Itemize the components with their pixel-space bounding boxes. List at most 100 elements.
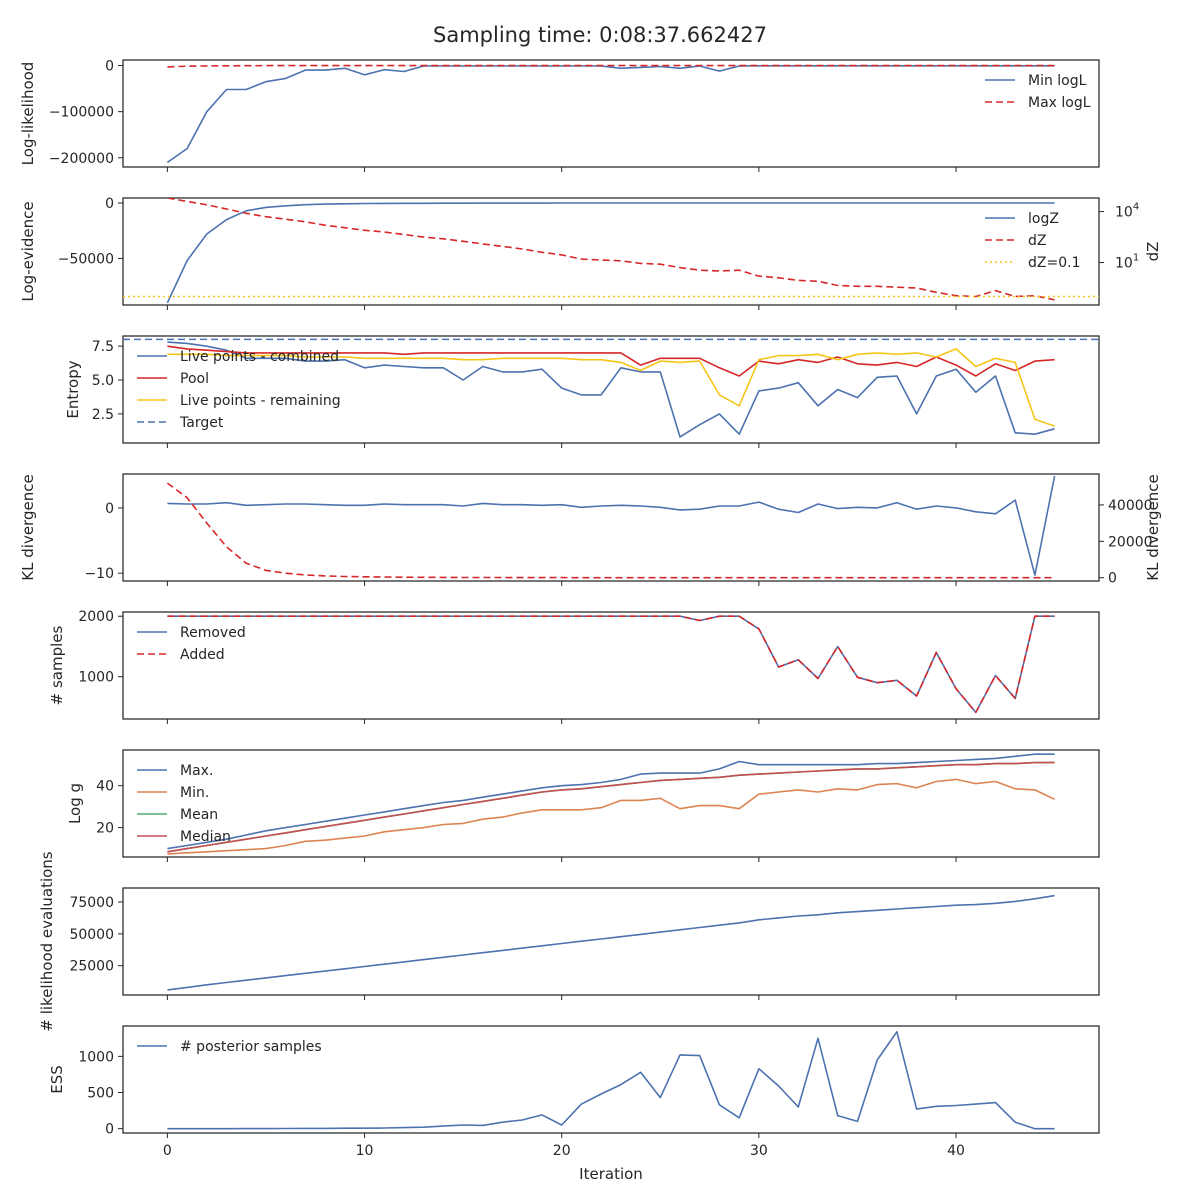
y-tick-label: 7.5 (92, 339, 114, 355)
series-line (167, 348, 1055, 427)
panel-7: 75000 50000 25000 # likelihood evaluations (38, 851, 1100, 1032)
legend-label: Target (179, 415, 224, 431)
legend-label: Mean (180, 807, 218, 823)
y-tick-label: 75000 (69, 895, 114, 911)
series-line (167, 761, 1055, 853)
legend-label: Live points - combined (180, 349, 339, 365)
x-tick-label: 30 (750, 1143, 768, 1159)
plot-frame (122, 197, 1100, 306)
plot-area (123, 198, 1099, 304)
y-tick-label: −100000 (49, 105, 114, 121)
legend-label: Added (180, 647, 225, 663)
y-axis-label: KL divergence (19, 474, 37, 580)
plot-frame (122, 473, 1100, 582)
legend-label: Min. (180, 785, 209, 801)
panel-5: 2000 1000 # samples Removed Added (48, 609, 1100, 724)
y-tick-label: 500 (87, 1086, 114, 1102)
series-line (167, 615, 1055, 714)
y-axis-label: Log-likelihood (19, 62, 37, 166)
y-axis-label: Log g (66, 783, 84, 824)
y-axis-label: ESS (48, 1065, 66, 1094)
y2-tick-label: 0 (1108, 571, 1117, 587)
series-line (167, 341, 1055, 438)
plot-area (167, 894, 1055, 991)
legend-label: Pool (180, 371, 209, 387)
panel-2: 0 −50000 Log-evidence 104 101 dZ logZ dZ dZ=0.1 (19, 196, 1162, 310)
legend: logZ dZ dZ=0.1 (985, 211, 1080, 271)
y-axis-label: Entropy (64, 360, 82, 418)
y-tick-label: 0 (105, 501, 114, 517)
plot-frame (122, 335, 1100, 444)
panel-6: 40 20 Log g Max. Min. Mean Median (66, 749, 1100, 862)
legend-label: dZ (1028, 233, 1046, 249)
plot-frame (122, 1025, 1100, 1134)
x-tick-label: 10 (356, 1143, 374, 1159)
plot-area (166, 64, 1055, 164)
series-line (166, 65, 1055, 164)
plot-frame (122, 749, 1100, 858)
y-axis-label: # samples (48, 625, 66, 705)
legend-label: Median (180, 829, 231, 845)
legend-label: Max logL (1028, 95, 1091, 111)
y-tick-label: 50000 (69, 927, 114, 943)
panel-8: 0 10 20 30 40 1000 500 0 ESS # posterior samples (48, 1025, 1100, 1159)
legend: Removed Added (137, 625, 246, 663)
y-tick-label: −200000 (49, 151, 114, 167)
legend: Live points - combined Pool Live points - … (137, 349, 341, 431)
y-tick-label: 0 (105, 196, 114, 212)
x-tick-label: 0 (163, 1143, 172, 1159)
series-line (167, 753, 1055, 850)
y-tick-label: 5.0 (92, 373, 114, 389)
y-tick-label: 1000 (78, 1049, 114, 1065)
legend: # posterior samples (137, 1039, 322, 1055)
plot-area (167, 615, 1055, 714)
legend-label: Max. (180, 763, 213, 779)
y2-axis-label: dZ (1144, 242, 1162, 262)
legend-label: Min logL (1028, 73, 1087, 89)
series-line (166, 202, 1055, 304)
series-line (167, 778, 1055, 855)
figure-title: Sampling time: 0:08:37.662427 (433, 23, 767, 47)
y-tick-label: 0 (105, 1122, 114, 1138)
plot-area (167, 753, 1055, 855)
legend-label: Removed (180, 625, 246, 641)
y-tick-label: 40 (96, 779, 114, 795)
y-tick-label: 1000 (78, 670, 114, 686)
legend-label: # posterior samples (180, 1039, 322, 1055)
y-tick-label: 0 (105, 59, 114, 75)
legend-label: Live points - remaining (180, 393, 341, 409)
legend-label: logZ (1028, 211, 1059, 227)
series-line (167, 475, 1056, 576)
y-tick-label: 20 (96, 821, 114, 837)
y-axis-label: # likelihood evaluations (38, 851, 56, 1031)
y2-tick-label: 104 (1115, 202, 1139, 221)
series-line (166, 482, 1055, 579)
plot-frame (122, 59, 1100, 168)
series-line (167, 1031, 1055, 1130)
x-tick-label: 40 (947, 1143, 965, 1159)
y-tick-label: −10 (84, 566, 114, 582)
panel-3: 7.5 5.0 2.5 Entropy Live points - combined Po… (64, 335, 1100, 448)
y-tick-label: 2.5 (92, 407, 114, 423)
legend: Min logL Max logL (985, 73, 1091, 111)
x-tick-label: 20 (553, 1143, 571, 1159)
plot-area (167, 1031, 1055, 1130)
plot-area (166, 475, 1056, 579)
y2-tick-label: 101 (1115, 253, 1139, 272)
series-line (167, 345, 1055, 377)
legend-label: dZ=0.1 (1028, 255, 1080, 271)
panel-1: 0 −100000 −200000 Log-likelihood Min logL Max… (19, 59, 1100, 172)
y2-tick-label: 40000 (1108, 498, 1153, 514)
plot-frame (122, 887, 1100, 996)
series-line (167, 894, 1055, 991)
plot-area (123, 338, 1099, 438)
y-axis-label: Log-evidence (19, 201, 37, 301)
y-tick-label: 25000 (69, 959, 114, 975)
series-line (167, 615, 1055, 714)
y-tick-label: 2000 (78, 609, 114, 625)
y2-tick-label: 20000 (1108, 534, 1153, 550)
x-axis-label: Iteration (579, 1165, 643, 1183)
plot-frame (122, 611, 1100, 720)
